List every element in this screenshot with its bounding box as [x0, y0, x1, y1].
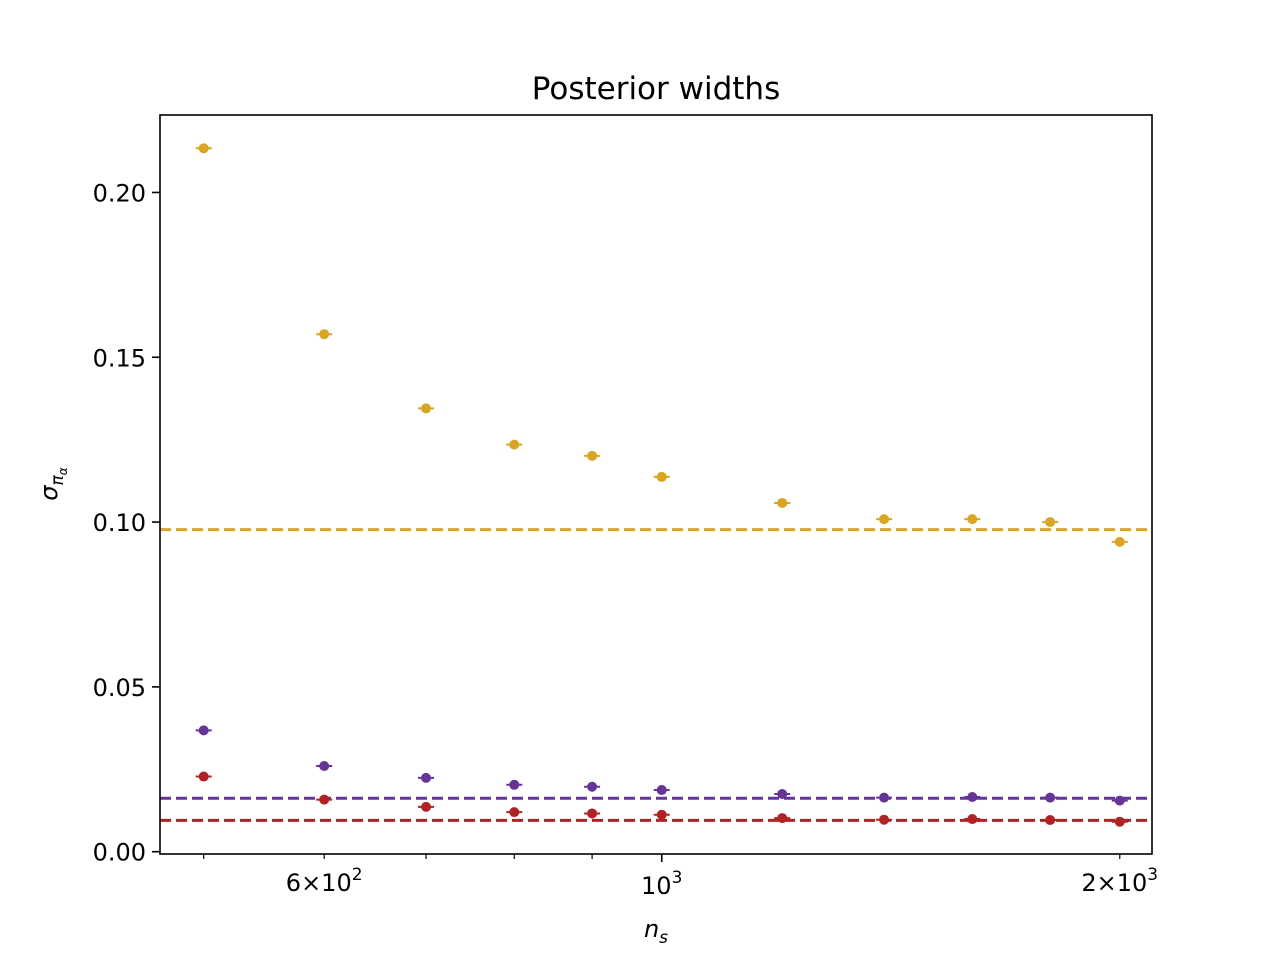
- series-0-point-1: [319, 329, 330, 340]
- series-2-point-5: [656, 809, 667, 820]
- y-axis-ticks: 0.00 0.05 0.10 0.15 0.20: [93, 179, 160, 867]
- y-tick-label-3: 0.15: [93, 344, 146, 372]
- series-2-point-0: [198, 771, 209, 782]
- y-axis-label-subsub: α: [56, 467, 70, 475]
- x-minor-tick-label-0: 6×102: [286, 865, 363, 897]
- y-axis-label-main: σ: [35, 485, 63, 501]
- axes-frame: [159, 114, 1153, 855]
- series-0: [160, 143, 1152, 547]
- x-major-tick-label-0: 103: [641, 868, 682, 900]
- series-0-point-8: [967, 514, 978, 525]
- plot-area: [160, 143, 1152, 827]
- chart-title: Posterior widths: [532, 71, 780, 107]
- series-2-point-1: [319, 794, 330, 805]
- series-0-point-10: [1114, 536, 1125, 547]
- series-1-point-8: [967, 791, 978, 802]
- series-0-point-9: [1045, 517, 1056, 528]
- y-axis-label: σπα: [35, 467, 70, 500]
- x-axis-label-main: n: [644, 915, 659, 943]
- x-axis-label-sub: s: [659, 928, 668, 948]
- y-tick-label-2: 0.10: [93, 509, 146, 537]
- x-tick-base: 10: [641, 872, 672, 900]
- series-2-point-2: [421, 801, 432, 812]
- y-axis-label-sub: π: [48, 474, 68, 485]
- series-0-point-6: [777, 497, 788, 508]
- y-tick-label-1: 0.05: [93, 674, 146, 702]
- x-tick-mantissa: 2×10: [1081, 869, 1147, 897]
- series-1-point-10: [1114, 795, 1125, 806]
- series-1-point-3: [509, 779, 520, 790]
- series-1-point-6: [777, 789, 788, 800]
- series-1-point-2: [421, 772, 432, 783]
- series-2-point-7: [879, 814, 890, 825]
- series-0-point-7: [879, 514, 890, 525]
- series-2: [160, 771, 1152, 827]
- series-1-point-5: [656, 785, 667, 796]
- series-1-point-9: [1045, 792, 1056, 803]
- series-0-point-5: [656, 471, 667, 482]
- series-2-point-3: [509, 807, 520, 818]
- series-0-point-0: [198, 143, 209, 154]
- x-tick-exponent: 2: [352, 865, 363, 885]
- series-2-point-4: [587, 808, 598, 819]
- x-tick-exponent: 3: [672, 868, 683, 888]
- series-0-point-3: [509, 439, 520, 450]
- x-tick-mantissa: 6×10: [286, 869, 352, 897]
- series-2-point-10: [1114, 816, 1125, 827]
- x-axis-label: ns: [644, 915, 668, 948]
- series-1-point-7: [879, 792, 890, 803]
- series-2-point-6: [777, 813, 788, 824]
- x-tick-exponent: 3: [1147, 865, 1158, 885]
- series-2-point-9: [1045, 815, 1056, 826]
- series-1-point-0: [198, 725, 209, 736]
- series-1-point-1: [319, 760, 330, 771]
- x-minor-tick-label-1: 2×103: [1081, 865, 1158, 897]
- series-0-point-4: [587, 450, 598, 461]
- y-tick-label-4: 0.20: [93, 179, 146, 207]
- series-1-point-4: [587, 781, 598, 792]
- series-0-point-2: [421, 403, 432, 414]
- series-2-point-8: [967, 814, 978, 825]
- y-tick-label-0: 0.00: [93, 839, 146, 867]
